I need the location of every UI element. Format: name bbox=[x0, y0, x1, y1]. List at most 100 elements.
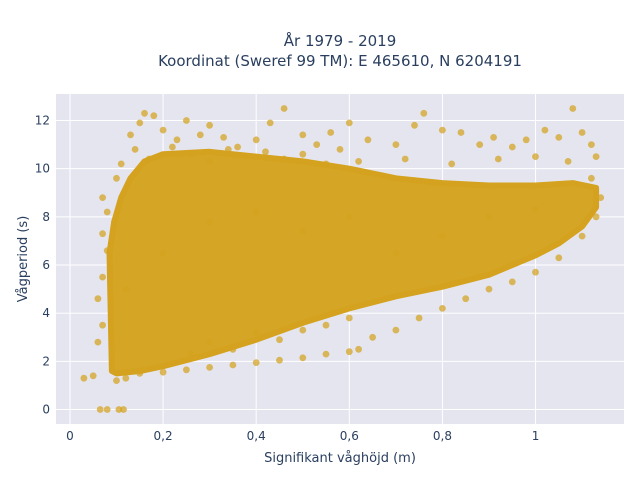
data-point bbox=[169, 143, 176, 151]
data-point bbox=[420, 109, 428, 117]
data-point bbox=[508, 278, 516, 286]
data-point bbox=[159, 126, 167, 134]
y-tick-label: 0 bbox=[42, 403, 50, 417]
x-tick-label: 1 bbox=[532, 429, 540, 443]
y-axis-title: Vågperiod (s) bbox=[16, 216, 31, 303]
data-point bbox=[183, 117, 190, 124]
data-point bbox=[578, 232, 586, 240]
data-point bbox=[150, 112, 158, 120]
data-point bbox=[345, 314, 353, 322]
data-point bbox=[555, 134, 563, 141]
data-point bbox=[183, 366, 190, 374]
data-point bbox=[127, 131, 134, 139]
data-point bbox=[99, 321, 106, 329]
data-point bbox=[392, 326, 400, 334]
data-point bbox=[439, 305, 446, 312]
data-point bbox=[196, 131, 204, 139]
data-point bbox=[448, 160, 456, 168]
data-point bbox=[131, 146, 139, 153]
data-point bbox=[299, 326, 307, 334]
data-point bbox=[206, 364, 214, 371]
data-point bbox=[345, 119, 353, 127]
data-point bbox=[252, 136, 260, 144]
x-tick-label: 0 bbox=[66, 429, 74, 443]
data-point bbox=[411, 121, 418, 129]
data-point bbox=[541, 126, 549, 134]
data-point bbox=[99, 194, 106, 202]
x-tick-labels: 0 0,2 0,4 0,6 0,8 1 bbox=[66, 429, 539, 443]
data-point bbox=[569, 105, 577, 112]
data-point bbox=[588, 174, 595, 182]
data-point bbox=[229, 361, 237, 369]
data-point bbox=[392, 141, 400, 149]
data-point bbox=[94, 338, 102, 346]
data-point bbox=[588, 141, 595, 149]
data-point bbox=[299, 150, 307, 158]
data-point bbox=[564, 158, 572, 165]
data-point bbox=[578, 129, 586, 136]
x-tick-label: 0,4 bbox=[247, 429, 266, 443]
data-point bbox=[401, 155, 409, 163]
data-point bbox=[322, 321, 330, 329]
data-point bbox=[117, 160, 125, 168]
dense-point-cloud bbox=[106, 148, 600, 377]
data-point bbox=[280, 105, 288, 112]
data-point bbox=[313, 141, 321, 149]
data-point bbox=[206, 121, 214, 129]
data-point bbox=[369, 333, 376, 341]
data-point bbox=[94, 295, 102, 303]
y-tick-label: 4 bbox=[42, 306, 50, 320]
data-point bbox=[113, 377, 120, 384]
data-point bbox=[485, 285, 493, 293]
y-tick-label: 8 bbox=[42, 210, 50, 224]
data-point bbox=[555, 254, 563, 262]
data-point bbox=[327, 129, 335, 136]
y-tick-label: 6 bbox=[42, 258, 50, 272]
data-point bbox=[299, 131, 307, 139]
data-point bbox=[439, 126, 446, 134]
data-point bbox=[173, 136, 181, 144]
data-point bbox=[522, 136, 530, 144]
data-point bbox=[96, 406, 104, 413]
data-point bbox=[494, 155, 502, 163]
data-point bbox=[276, 336, 283, 344]
data-point bbox=[99, 230, 106, 238]
y-tick-label: 10 bbox=[35, 162, 50, 176]
data-point bbox=[252, 359, 260, 366]
data-point bbox=[490, 134, 497, 141]
data-point bbox=[592, 153, 600, 161]
data-point bbox=[159, 368, 167, 376]
y-tick-labels: 0 2 4 6 8 10 12 bbox=[35, 113, 50, 416]
chart-title-line-1: År 1979 - 2019 bbox=[284, 31, 397, 50]
data-point bbox=[220, 134, 228, 141]
data-point bbox=[262, 148, 269, 156]
density-layer bbox=[106, 148, 600, 377]
x-tick-label: 0,8 bbox=[433, 429, 452, 443]
data-point bbox=[532, 268, 539, 276]
chart-title-line-2: Koordinat (Sweref 99 TM): E 465610, N 62… bbox=[158, 52, 522, 70]
x-axis-title: Signifikant våghöjd (m) bbox=[264, 451, 416, 466]
data-point bbox=[120, 406, 127, 413]
data-point bbox=[508, 143, 516, 151]
data-point bbox=[355, 158, 362, 165]
data-point bbox=[364, 136, 372, 144]
data-point bbox=[141, 109, 148, 117]
data-point bbox=[89, 372, 97, 380]
data-point bbox=[592, 213, 600, 221]
data-point bbox=[462, 295, 470, 303]
data-point bbox=[322, 350, 330, 358]
x-tick-label: 0,6 bbox=[340, 429, 359, 443]
data-point bbox=[234, 143, 242, 151]
data-point bbox=[355, 345, 362, 353]
data-point bbox=[103, 208, 111, 216]
data-point bbox=[336, 146, 344, 153]
data-point bbox=[476, 141, 484, 149]
data-point bbox=[136, 119, 144, 127]
data-point bbox=[99, 273, 106, 281]
data-point bbox=[532, 153, 539, 161]
data-point bbox=[103, 406, 111, 413]
data-point bbox=[299, 354, 307, 362]
data-point bbox=[415, 314, 423, 322]
data-point bbox=[276, 356, 283, 364]
